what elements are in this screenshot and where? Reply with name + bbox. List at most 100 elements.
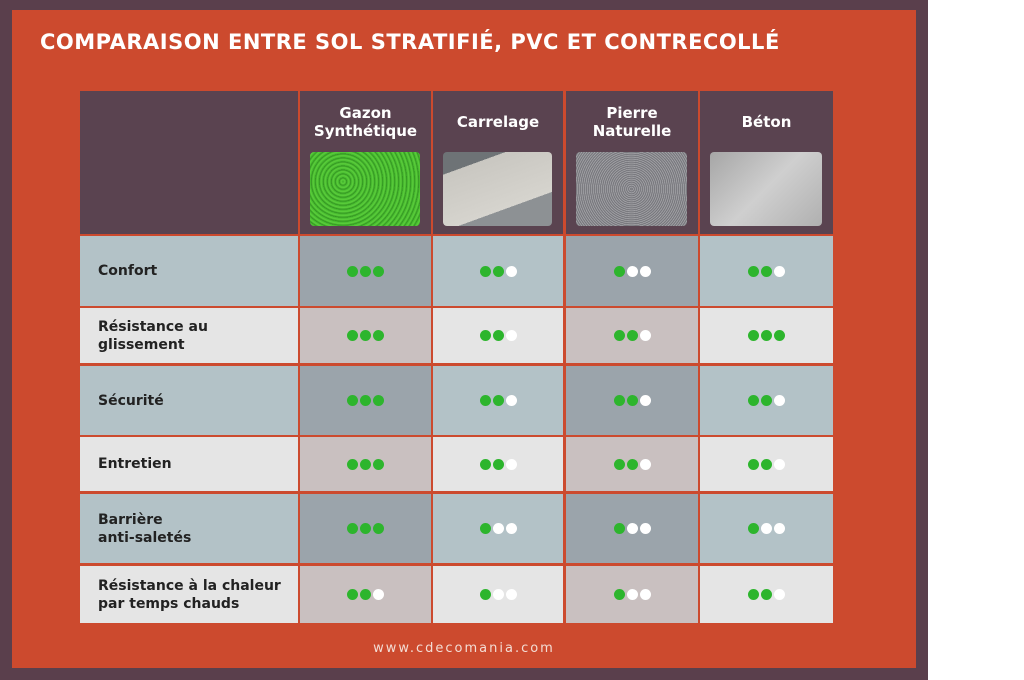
dot-empty (774, 265, 785, 277)
column-header: Béton (700, 91, 833, 234)
title: COMPARAISON ENTRE SOL STRATIFIÉ, PVC ET … (40, 30, 780, 54)
rating-cell (700, 437, 833, 491)
dot-filled (479, 458, 491, 470)
header-corner (80, 91, 298, 234)
dot-empty (505, 395, 517, 406)
dot-empty (774, 458, 785, 470)
dot-filled (479, 523, 491, 534)
dot-filled (613, 523, 625, 534)
rating-cell (300, 236, 431, 306)
dot-filled (347, 458, 358, 470)
rating-cell (433, 437, 563, 491)
dot-empty (505, 458, 517, 470)
dot-empty (639, 589, 651, 600)
dot-empty (626, 589, 638, 600)
dot-filled (626, 458, 638, 470)
dot-filled (761, 265, 772, 277)
dot-empty (639, 458, 651, 470)
dot-empty (505, 589, 517, 600)
rating-cell (700, 566, 833, 623)
rating-cell (300, 566, 431, 623)
rating-cell (700, 236, 833, 306)
column-title: Pierre Naturelle (592, 104, 672, 140)
dot-filled (748, 395, 759, 406)
column-header: Gazon Synthétique (300, 91, 431, 234)
rating-cell (300, 308, 431, 363)
row-label: Entretien (80, 437, 298, 491)
dot-filled (761, 395, 772, 406)
dot-filled (373, 523, 384, 534)
dot-filled (479, 589, 491, 600)
dot-filled (748, 589, 759, 600)
rating-cell (300, 494, 431, 563)
dot-empty (373, 589, 384, 600)
dot-empty (639, 265, 651, 277)
dot-filled (479, 330, 491, 341)
dot-filled (347, 265, 358, 277)
dot-empty (774, 523, 785, 534)
dot-filled (373, 458, 384, 470)
dot-empty (774, 395, 785, 406)
column-header: Pierre Naturelle (566, 91, 698, 234)
dot-filled (373, 265, 384, 277)
column-title: Béton (741, 113, 792, 131)
dot-empty (761, 523, 772, 534)
dot-filled (373, 330, 384, 341)
dot-filled (761, 330, 772, 341)
row-label: Confort (80, 236, 298, 306)
row-label: Barrière anti-saletés (80, 494, 298, 563)
rating-cell (566, 308, 698, 363)
dot-empty (505, 523, 517, 534)
dot-empty (492, 523, 504, 534)
dot-empty (492, 589, 504, 600)
rating-cell (700, 308, 833, 363)
dot-filled (613, 589, 625, 600)
dot-filled (360, 589, 371, 600)
dot-filled (360, 523, 371, 534)
dot-filled (613, 395, 625, 406)
dot-empty (774, 589, 785, 600)
dot-filled (761, 458, 772, 470)
dot-filled (479, 265, 491, 277)
footer-url: www.cdecomania.com (373, 641, 555, 656)
dot-filled (492, 395, 504, 406)
rating-cell (433, 236, 563, 306)
dot-filled (373, 395, 384, 406)
rating-cell (566, 236, 698, 306)
dot-empty (639, 330, 651, 341)
dot-filled (748, 523, 759, 534)
dot-empty (639, 523, 651, 534)
rating-cell (300, 437, 431, 491)
dot-filled (761, 589, 772, 600)
dot-empty (626, 523, 638, 534)
rating-cell (700, 366, 833, 435)
rating-cell (433, 494, 563, 563)
material-image (310, 152, 420, 226)
dot-empty (626, 265, 638, 277)
rating-cell (433, 308, 563, 363)
row-label: Sécurité (80, 366, 298, 435)
material-image (576, 152, 687, 226)
column-title: Carrelage (456, 113, 540, 131)
dot-empty (505, 265, 517, 277)
dot-filled (360, 265, 371, 277)
column-title: Gazon Synthétique (313, 104, 418, 140)
dot-empty (639, 395, 651, 406)
rating-cell (566, 566, 698, 623)
dot-filled (492, 458, 504, 470)
dot-filled (626, 330, 638, 341)
rating-cell (300, 366, 431, 435)
dot-filled (613, 458, 625, 470)
dot-filled (347, 330, 358, 341)
dot-filled (748, 265, 759, 277)
dot-filled (492, 330, 504, 341)
material-image (710, 152, 822, 226)
dot-filled (748, 330, 759, 341)
dot-filled (479, 395, 491, 406)
dot-filled (613, 330, 625, 341)
row-label: Résistance à la chaleur par temps chauds (80, 566, 298, 623)
dot-filled (748, 458, 759, 470)
rating-cell (566, 437, 698, 491)
dot-filled (347, 523, 358, 534)
dot-filled (347, 589, 358, 600)
